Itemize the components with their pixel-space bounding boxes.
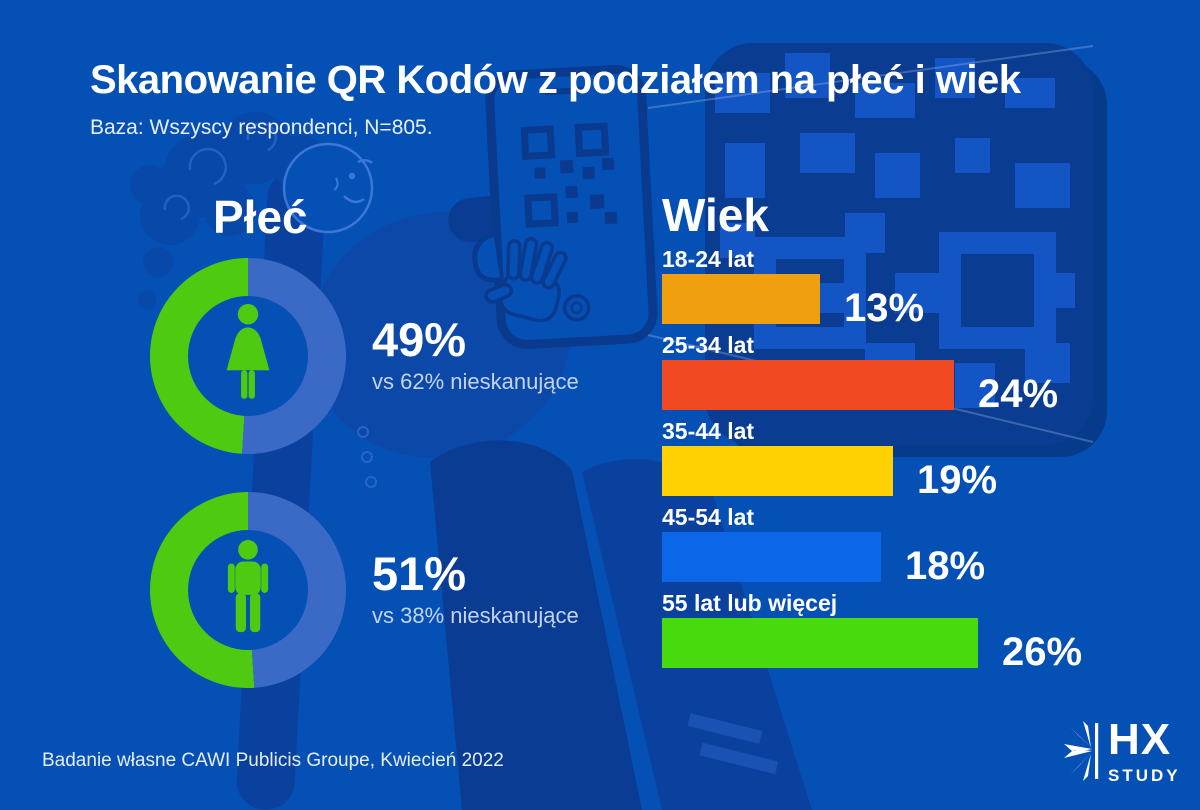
male-percent-value: 51% bbox=[372, 547, 467, 600]
age-bar bbox=[662, 532, 881, 582]
age-bar-label: 55 lat lub więcej bbox=[662, 590, 838, 616]
female-percent-value: 49% bbox=[372, 313, 467, 366]
male-percent-note: vs 38% nieskanujące bbox=[372, 603, 579, 628]
logo-brand-text: HX bbox=[1108, 715, 1172, 764]
age-section-heading: Wiek bbox=[662, 189, 769, 241]
qr-code-pattern-icon bbox=[715, 53, 1075, 408]
age-bar-row: 25-34 lat 24% bbox=[662, 332, 1182, 416]
age-bar-row: 18-24 lat 13% bbox=[662, 246, 1182, 330]
age-bar-chart: 18-24 lat 13% 25-34 lat 24% 35-44 lat 19… bbox=[662, 246, 1182, 676]
age-bar-label: 25-34 lat bbox=[662, 332, 755, 358]
female-percent-note: vs 62% nieskanujące bbox=[372, 369, 579, 394]
gender-section-heading: Płeć bbox=[213, 191, 308, 243]
age-bar-label: 35-44 lat bbox=[662, 418, 755, 444]
hx-study-logo: HX STUDY bbox=[1062, 715, 1181, 786]
logo-sub-text: STUDY bbox=[1108, 765, 1181, 785]
age-bar-row: 45-54 lat 18% bbox=[662, 504, 1182, 588]
age-bar-value: 18% bbox=[905, 544, 986, 588]
gender-donut-male-hole bbox=[188, 530, 308, 650]
gender-donut-female bbox=[150, 258, 346, 454]
age-bar bbox=[662, 274, 820, 324]
gender-donut-female-hole bbox=[188, 296, 308, 416]
male-figure-icon bbox=[227, 539, 269, 633]
age-bar-value: 13% bbox=[844, 286, 925, 330]
source-note: Badanie własne CAWI Publicis Groupe, Kwi… bbox=[42, 750, 504, 771]
starburst-icon bbox=[1064, 721, 1099, 781]
age-bar-row: 35-44 lat 19% bbox=[662, 418, 1182, 502]
female-figure-icon bbox=[226, 304, 270, 399]
page-subtitle: Baza: Wszyscy respondenci, N=805. bbox=[90, 116, 433, 139]
page-title: Skanowanie QR Kodów z podziałem na płeć … bbox=[90, 58, 1021, 102]
age-bar bbox=[662, 618, 978, 668]
age-bar-value: 24% bbox=[978, 372, 1059, 416]
age-bar-value: 19% bbox=[917, 458, 998, 502]
age-bar-label: 18-24 lat bbox=[662, 246, 755, 272]
age-bar-label: 45-54 lat bbox=[662, 504, 755, 530]
age-bar bbox=[662, 446, 893, 496]
gender-donut-male bbox=[150, 492, 346, 688]
age-bar-row: 55 lat lub więcej 26% bbox=[662, 590, 1182, 674]
age-bar bbox=[662, 360, 954, 410]
age-bar-value: 26% bbox=[1002, 630, 1083, 674]
